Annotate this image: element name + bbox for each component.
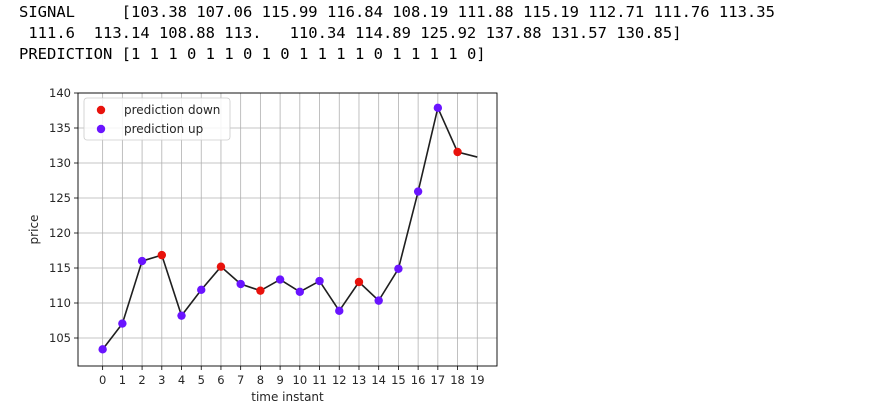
- prediction-up-point: [177, 311, 186, 320]
- price-line-group: [102, 105, 478, 350]
- y-tick-label: 130: [49, 156, 71, 170]
- x-axis-label: time instant: [251, 390, 324, 404]
- x-tick-label: 9: [276, 373, 283, 387]
- x-tick-label: 0: [99, 373, 106, 387]
- prediction-label: PREDICTION: [19, 45, 113, 63]
- x-tick-label: 13: [352, 373, 367, 387]
- prediction-values: [1 1 1 0 1 1 0 1 0 1 1 1 1 0 1 1 1 1 0]: [121, 45, 486, 63]
- y-tick-label: 120: [49, 226, 71, 240]
- x-tick-label: 16: [411, 373, 426, 387]
- prediction-up-point: [335, 306, 344, 316]
- y-tick-label: 105: [49, 331, 71, 345]
- prediction-points: [98, 103, 462, 354]
- console-output: SIGNAL [103.38 107.06 115.99 116.84 108.…: [19, 2, 775, 65]
- x-tick-label: 2: [138, 373, 145, 387]
- price-line: [102, 105, 478, 350]
- prediction-down-point: [453, 147, 462, 157]
- y-axis-label: price: [27, 215, 41, 245]
- prediction-up-point: [295, 287, 305, 296]
- prediction-up-point: [275, 275, 285, 284]
- prediction-up-point: [98, 345, 107, 354]
- y-tick-label: 135: [49, 121, 71, 135]
- y-tick-label: 125: [49, 191, 71, 205]
- prediction-down-point: [216, 262, 226, 271]
- prediction-up-point: [118, 319, 127, 328]
- x-tick-label: 8: [257, 373, 264, 387]
- x-tick-label: 4: [178, 373, 185, 387]
- y-tick-label: 115: [49, 261, 71, 275]
- x-axis-ticks: 0 1 2 3 4 5 6 7 8 9 10 11 12 13 14 15 16 17 18 19: [99, 366, 485, 387]
- prediction-up-point: [137, 256, 147, 266]
- x-tick-label: 14: [371, 373, 386, 387]
- x-tick-label: 12: [332, 373, 347, 387]
- x-tick-label: 10: [293, 373, 308, 387]
- x-tick-label: 1: [119, 373, 126, 387]
- legend-label-up: prediction up: [124, 122, 203, 136]
- prediction-up-point: [394, 264, 403, 273]
- x-tick-label: 5: [198, 373, 205, 387]
- prediction-up-point: [374, 296, 383, 305]
- x-tick-label: 11: [312, 373, 327, 387]
- legend-marker-down: [96, 105, 106, 115]
- legend-box: [83, 97, 231, 141]
- x-tick-label: 7: [237, 373, 244, 387]
- x-tick-label: 15: [391, 373, 406, 387]
- legend-marker-up: [96, 124, 106, 134]
- x-tick-label: 6: [217, 373, 224, 387]
- prediction-up-point: [433, 103, 443, 113]
- signal-label: SIGNAL: [19, 3, 75, 21]
- x-tick-label: 19: [470, 373, 485, 387]
- prediction-up-point: [315, 276, 324, 286]
- y-tick-label: 140: [49, 86, 71, 100]
- x-tick-label: 17: [431, 373, 446, 387]
- signal-values-line1: [103.38 107.06 115.99 116.84 108.19 111.…: [121, 3, 775, 21]
- y-tick-label: 110: [49, 296, 71, 310]
- prediction-down-point: [157, 250, 166, 260]
- y-axis-ticks: 105 110 115 120 125 130 135 140: [49, 86, 78, 345]
- prediction-up-point: [197, 285, 206, 295]
- x-tick-label: 3: [158, 373, 165, 387]
- signal-values-line2: 111.6 113.14 108.88 113. 110.34 114.89 1…: [19, 24, 682, 42]
- prediction-up-point: [413, 187, 423, 196]
- prediction-down-point: [256, 286, 265, 295]
- legend-label-down: prediction down: [124, 103, 220, 117]
- plot-frame: [77, 92, 498, 367]
- prediction-down-point: [354, 277, 364, 287]
- chart-legend: prediction down prediction up: [83, 97, 231, 141]
- prediction-up-point: [236, 279, 245, 289]
- x-tick-label: 18: [450, 373, 465, 387]
